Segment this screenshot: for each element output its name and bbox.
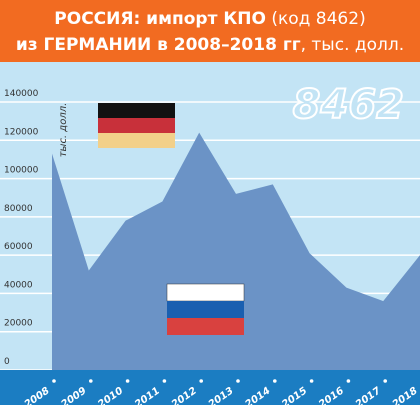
tick-dot [52, 379, 56, 383]
title-light: , тыс. долл. [301, 35, 405, 55]
title-bold: из ГЕРМАНИИ в 2008–2018 гг [16, 35, 301, 55]
tick-dot [346, 379, 351, 383]
y-label: тыс. долл. [58, 103, 69, 158]
tick-dot [199, 379, 203, 383]
flag-ru [167, 301, 244, 318]
tick-dot [162, 379, 167, 383]
y-tick-label: 120000 [4, 127, 39, 137]
x-axis-bar [0, 370, 420, 405]
y-tick-label: 140000 [4, 89, 39, 99]
title-line-1: РОССИЯ: импорт КПО (код 8462) [54, 9, 365, 29]
flag-de [98, 118, 175, 133]
tick-dot [125, 379, 130, 383]
y-tick-label: 100000 [4, 166, 39, 176]
tick-dot [89, 379, 93, 383]
title-bold: РОССИЯ: импорт КПО [54, 9, 266, 29]
tick-dot [309, 379, 314, 383]
title-line-2: из ГЕРМАНИИ в 2008–2018 гг, тыс. долл. [16, 35, 404, 55]
header [0, 0, 420, 62]
y-tick-label: 0 [4, 357, 10, 367]
tick-dot [236, 379, 240, 383]
y-tick-label: 40000 [4, 280, 33, 290]
flag-ru [166, 283, 245, 302]
tick-dot [273, 379, 277, 383]
area [52, 132, 420, 370]
flag-de [98, 133, 175, 148]
flag-de [98, 103, 175, 118]
y-tick-label: 80000 [4, 204, 33, 214]
y-tick-label: 20000 [4, 319, 33, 329]
tick-dot [383, 379, 388, 383]
y-tick-label: 60000 [4, 242, 33, 252]
flag-ru [167, 318, 244, 335]
title-light: (код 8462) [271, 9, 365, 29]
annotation: 8462 [293, 82, 404, 128]
